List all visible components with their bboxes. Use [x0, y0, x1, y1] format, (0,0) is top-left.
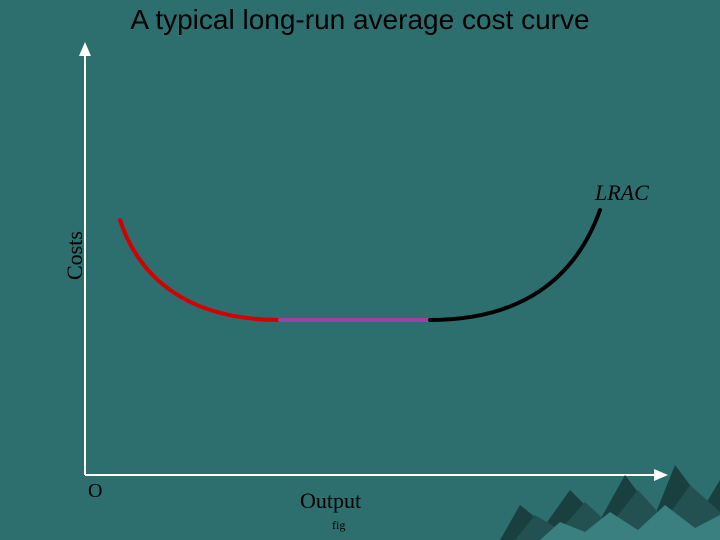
chart-canvas	[0, 0, 720, 540]
slide: A typical long-run average cost curve Co…	[0, 0, 720, 540]
slide-background	[0, 0, 720, 540]
origin-label: O	[88, 480, 102, 503]
slide-title: A typical long-run average cost curve	[0, 4, 720, 36]
x-axis-label: Output	[300, 488, 361, 514]
fig-label: fig	[332, 518, 345, 533]
curve-label-lrac: LRAC	[595, 180, 649, 206]
y-axis-label: Costs	[62, 231, 88, 280]
